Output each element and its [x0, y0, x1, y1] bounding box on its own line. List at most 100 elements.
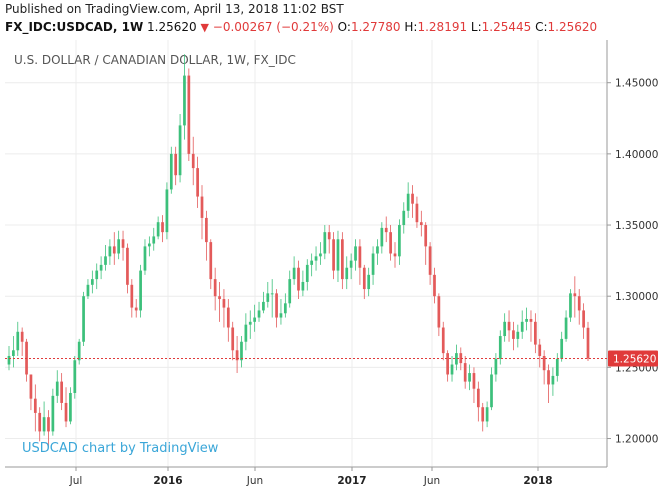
candle-up [450, 364, 454, 375]
candle-down [424, 225, 428, 247]
candle-up [310, 260, 314, 265]
candle-up [117, 239, 121, 254]
candle-down [538, 344, 542, 356]
candle-down [126, 247, 129, 285]
candle-up [69, 392, 72, 422]
x-tick-label: Jun [423, 475, 440, 487]
open-value: 1.27780 [350, 20, 401, 34]
candle-up [99, 264, 103, 271]
change-value: −0.00267 (−0.21%) [212, 20, 334, 34]
candle-up [178, 125, 182, 176]
candle-down [534, 321, 537, 345]
candle-down [213, 279, 217, 297]
candle-up [564, 317, 568, 339]
candle-up [55, 381, 59, 396]
candle-up [402, 210, 406, 226]
candle-up [319, 253, 322, 257]
candle-down [547, 370, 550, 385]
candle-down [582, 310, 585, 328]
high-label: H: [404, 20, 418, 34]
candle-up [468, 373, 471, 382]
low-value: 1.25445 [481, 20, 532, 34]
candle-up [266, 293, 270, 302]
candle-up [95, 270, 99, 280]
x-tick-label: 2018 [523, 475, 552, 487]
candle-up [314, 256, 318, 261]
candle-down [226, 307, 230, 328]
candle-down [60, 381, 63, 403]
candle-up [240, 341, 243, 361]
candle-down [411, 193, 414, 204]
candle-up [288, 279, 292, 304]
candle-down [341, 239, 344, 280]
y-tick-label: 1.20000 [615, 434, 658, 446]
candle-up [301, 281, 305, 291]
candle-up [104, 256, 107, 265]
x-tick-label: Jun [246, 475, 263, 487]
candle-up [152, 236, 156, 244]
last-price-badge: 1.25620 [608, 350, 658, 367]
candle-up [371, 253, 375, 275]
candle-up [569, 293, 572, 318]
candle-down [47, 417, 50, 432]
candle-down [33, 398, 37, 413]
candle-up [42, 417, 46, 432]
open-label: O: [337, 20, 351, 34]
watermark: USDCAD chart by TradingView [22, 441, 219, 456]
candle-down [512, 330, 515, 339]
candle-down [476, 388, 480, 408]
candle-up [82, 296, 85, 342]
candle-up [525, 318, 528, 322]
candle-down [586, 327, 590, 359]
candle-down [187, 75, 191, 154]
candle-up [16, 331, 20, 351]
candle-down [472, 373, 476, 389]
symbol-label: FX_IDC:USDCAD, 1W [5, 20, 144, 34]
candle-down [29, 374, 33, 399]
candle-down [415, 203, 419, 223]
candle-down [428, 246, 432, 275]
candle-up [455, 353, 458, 365]
candle-up [345, 267, 349, 280]
candle-up [376, 246, 379, 254]
candle-up [248, 321, 252, 325]
last-value: 1.25620 [147, 20, 197, 34]
y-tick-label: 1.30000 [615, 291, 658, 303]
candle-up [485, 407, 489, 422]
candle-down [20, 331, 24, 342]
candle-down [130, 284, 134, 308]
candle-down [121, 239, 125, 248]
ohlc-line: FX_IDC:USDCAD, 1W 1.25620 ▼ −0.00267 (−0… [5, 20, 597, 34]
x-tick-label: 2017 [337, 475, 366, 487]
candle-down [231, 327, 235, 351]
candle-up [169, 153, 173, 190]
candle-up [257, 310, 261, 318]
candle-up [73, 360, 77, 393]
candle-up [108, 246, 112, 257]
candle-down [174, 153, 178, 176]
candle-down [64, 402, 68, 422]
candle-up [253, 317, 256, 322]
last-price-label: 1.25620 [613, 354, 656, 366]
high-value: 1.28191 [417, 20, 468, 34]
candle-down [209, 242, 213, 280]
candle-up [494, 358, 498, 375]
candle-up [7, 355, 11, 365]
x-axis-ticks: Jul 2016 Jun 2017 Jun 2018 [69, 467, 553, 487]
y-tick-label: 1.40000 [615, 149, 658, 161]
candle-up [349, 260, 353, 268]
chart-title: U.S. DOLLAR / CANADIAN DOLLAR, 1W, FX_ID… [14, 53, 296, 67]
candle-up [380, 227, 384, 247]
candle-up [305, 264, 309, 282]
candle-down [358, 246, 362, 268]
candlesticks [7, 54, 590, 448]
candle-down [297, 267, 300, 291]
candle-up [183, 75, 186, 126]
candle-up [51, 395, 55, 432]
candle-up [77, 341, 81, 361]
y-tick-label: 1.45000 [615, 78, 658, 90]
grid-lines [5, 40, 607, 467]
candle-up [90, 279, 94, 285]
candle-up [367, 274, 371, 290]
